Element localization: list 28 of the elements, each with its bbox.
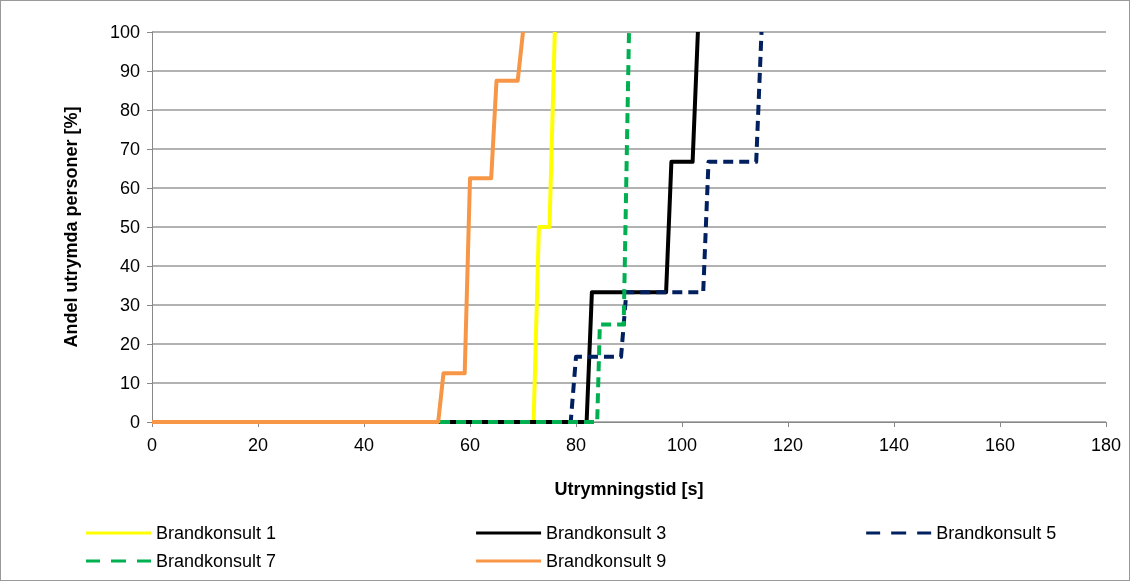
y-tick-label: 50 — [119, 217, 140, 237]
legend-label: Brandkonsult 7 — [156, 551, 277, 571]
y-tick-label: 40 — [119, 256, 140, 276]
y-tick-label: 90 — [119, 61, 140, 81]
x-tick-label: 120 — [772, 435, 804, 455]
x-tick-label: 100 — [666, 435, 698, 455]
y-tick-label: 80 — [119, 100, 140, 120]
x-axis-title: Utrymningstid [s] — [554, 479, 704, 499]
y-tick-label: 20 — [119, 334, 140, 354]
x-tick-label: 40 — [353, 435, 375, 455]
x-tick-label: 140 — [878, 435, 910, 455]
y-tick-label: 30 — [119, 295, 140, 315]
y-tick-label: 10 — [119, 373, 140, 393]
legend-label: Brandkonsult 3 — [546, 523, 667, 543]
y-tick-label: 100 — [109, 22, 140, 42]
y-tick-label: 60 — [119, 178, 140, 198]
x-tick-label: 20 — [247, 435, 269, 455]
y-tick-label: 70 — [119, 139, 140, 159]
legend-label: Brandkonsult 1 — [156, 523, 277, 543]
legend-label: Brandkonsult 5 — [936, 523, 1057, 543]
x-tick-label: 60 — [459, 435, 481, 455]
y-axis-title: Andel utrymda personer [%] — [61, 106, 81, 348]
legend-label: Brandkonsult 9 — [546, 551, 667, 571]
x-tick-label: 160 — [984, 435, 1016, 455]
x-tick-label: 180 — [1090, 435, 1122, 455]
y-tick-label: 0 — [129, 412, 140, 432]
x-tick-label: 0 — [146, 435, 158, 455]
x-tick-label: 80 — [565, 435, 587, 455]
